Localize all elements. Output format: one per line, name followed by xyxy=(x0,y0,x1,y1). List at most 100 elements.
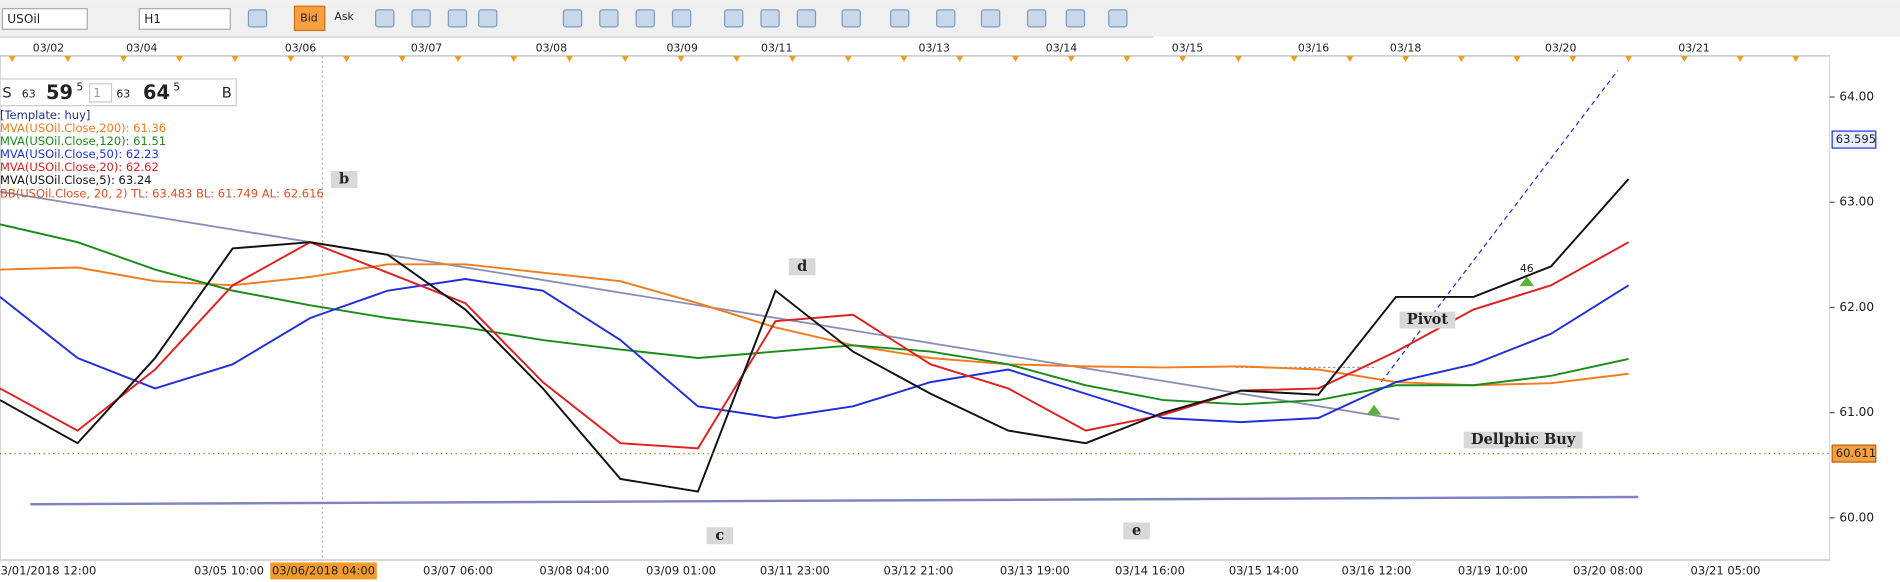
toolbar-icon xyxy=(724,9,744,28)
plot-area xyxy=(0,55,1831,561)
period-marker xyxy=(844,55,852,62)
annotation-box xyxy=(706,527,734,545)
symbol-select[interactable] xyxy=(1,8,88,30)
amount: 1 xyxy=(93,86,101,100)
x-tick-label: 03/20 08:00 xyxy=(1573,563,1643,577)
period-marker xyxy=(1457,55,1465,62)
legend-entry: MVA(USOil.Close,5): 63.24 xyxy=(0,173,151,187)
plot-layer: 60.00 61.00 62.00 63.00 64.00 03/02 03/04 03/06… xyxy=(0,42,1877,580)
period-marker xyxy=(287,55,295,62)
period-marker xyxy=(788,55,797,62)
period-marker xyxy=(1290,55,1298,62)
buy-arrow xyxy=(1519,276,1535,287)
period-marker xyxy=(1123,55,1131,62)
ask-button[interactable] xyxy=(329,6,360,31)
top-date: 03/06 xyxy=(285,42,316,55)
period-marker xyxy=(565,55,574,62)
period-marker xyxy=(733,55,741,62)
symbol: USOil xyxy=(7,12,40,26)
timeframe: H1 xyxy=(144,12,161,26)
y-tick-label: 64.00 xyxy=(1839,89,1874,103)
bid-button[interactable] xyxy=(293,5,326,32)
period-marker xyxy=(231,55,239,62)
ma-line xyxy=(0,263,1629,387)
annotation: Pivot xyxy=(1407,311,1449,328)
buy-price: 64 xyxy=(143,81,170,104)
period-marker xyxy=(175,55,183,62)
top-date: 03/04 xyxy=(126,42,157,55)
x-tick-label: 03/05 10:00 xyxy=(194,563,264,577)
timeframe-select[interactable] xyxy=(138,8,231,30)
toolbar-icon xyxy=(447,9,468,28)
ask-label: Ask xyxy=(334,10,354,23)
quote-panel xyxy=(0,78,237,107)
period-marker xyxy=(956,55,964,62)
price-tag-label: 63.595 xyxy=(1836,132,1876,146)
top-date: 03/02 xyxy=(33,42,64,55)
x-tick-label: 03/07 06:00 xyxy=(423,563,493,577)
x-tick-label: 03/09 01:00 xyxy=(646,563,716,577)
period-marker xyxy=(64,55,72,62)
period-marker xyxy=(1624,55,1633,62)
period-marker xyxy=(8,55,16,62)
period-marker xyxy=(342,55,351,62)
legend-entry: BB(USOil.Close, 20, 2) TL: 63.483 BL: 61… xyxy=(0,186,324,200)
annotation-count: 46 xyxy=(1520,262,1534,275)
toolbar-icon xyxy=(980,9,1001,28)
ma-line xyxy=(0,178,1630,493)
period-marker xyxy=(900,55,908,62)
price-tag-label: 60.611 xyxy=(1836,446,1876,460)
toolbar-icon xyxy=(1108,9,1128,28)
toolbar-icon xyxy=(841,9,861,28)
period-marker xyxy=(1011,55,1020,62)
buy-pip: 5 xyxy=(173,80,180,93)
toolbar-icon xyxy=(478,9,498,28)
period-marker xyxy=(1234,55,1243,62)
x-tick-label: 03/08 04:00 xyxy=(539,563,609,577)
legend-entry: [Template: huy] xyxy=(0,108,90,122)
annotation: e xyxy=(1132,522,1141,539)
annotation: d xyxy=(797,258,807,275)
price-tag xyxy=(1831,444,1877,463)
toolbar-icon xyxy=(671,9,692,28)
top-date: 03/21 xyxy=(1678,42,1709,55)
annotation: c xyxy=(715,527,724,544)
indicator-legend: [Template: huy]MVA(USOil.Close,200): 61.… xyxy=(0,108,324,201)
annotation-box xyxy=(788,258,816,276)
x-tick-label: 03/11 23:00 xyxy=(760,563,830,577)
top-date: 03/09 xyxy=(667,42,698,55)
x-tick-label: 03/14 16:00 xyxy=(1115,563,1185,577)
annotation-box xyxy=(330,171,358,189)
legend-entry: MVA(USOil.Close,20): 62.62 xyxy=(0,160,159,174)
legend-entry: MVA(USOil.Close,200): 61.36 xyxy=(0,121,166,135)
period-marker xyxy=(398,55,406,62)
top-date: 03/07 xyxy=(411,42,442,55)
toolbar-icon xyxy=(890,9,910,28)
top-date: 03/14 xyxy=(1046,42,1077,55)
buy-arrow xyxy=(1366,404,1382,415)
top-date-strip xyxy=(0,38,1830,56)
top-date: 03/20 xyxy=(1545,42,1576,55)
period-marker xyxy=(510,55,518,62)
x-tick-label: 03/12 21:00 xyxy=(884,563,954,577)
amount-input[interactable] xyxy=(89,83,113,103)
period-marker xyxy=(1513,55,1521,62)
toolbar-icon xyxy=(599,9,619,28)
x-tick-label: 03/15 14:00 xyxy=(1229,563,1299,577)
x-tick-label: 03/21 05:00 xyxy=(1691,563,1761,577)
top-date: 03/16 xyxy=(1298,42,1329,55)
top-date: 03/18 xyxy=(1390,42,1421,55)
toolbar-icon xyxy=(1026,9,1047,28)
period-marker xyxy=(1569,55,1577,62)
toolbar-icon xyxy=(760,9,780,28)
annotation: Dellphic Buy xyxy=(1471,431,1576,448)
sell-prefix: 63 xyxy=(22,88,36,101)
trend-line xyxy=(0,190,1400,421)
x-tick-label: 03/19 10:00 xyxy=(1458,563,1528,577)
period-marker xyxy=(1346,55,1354,62)
period-marker xyxy=(119,55,128,62)
toolbar-icon xyxy=(1065,9,1086,28)
buy-prefix: 63 xyxy=(116,88,130,101)
annotation-box xyxy=(1123,522,1150,540)
